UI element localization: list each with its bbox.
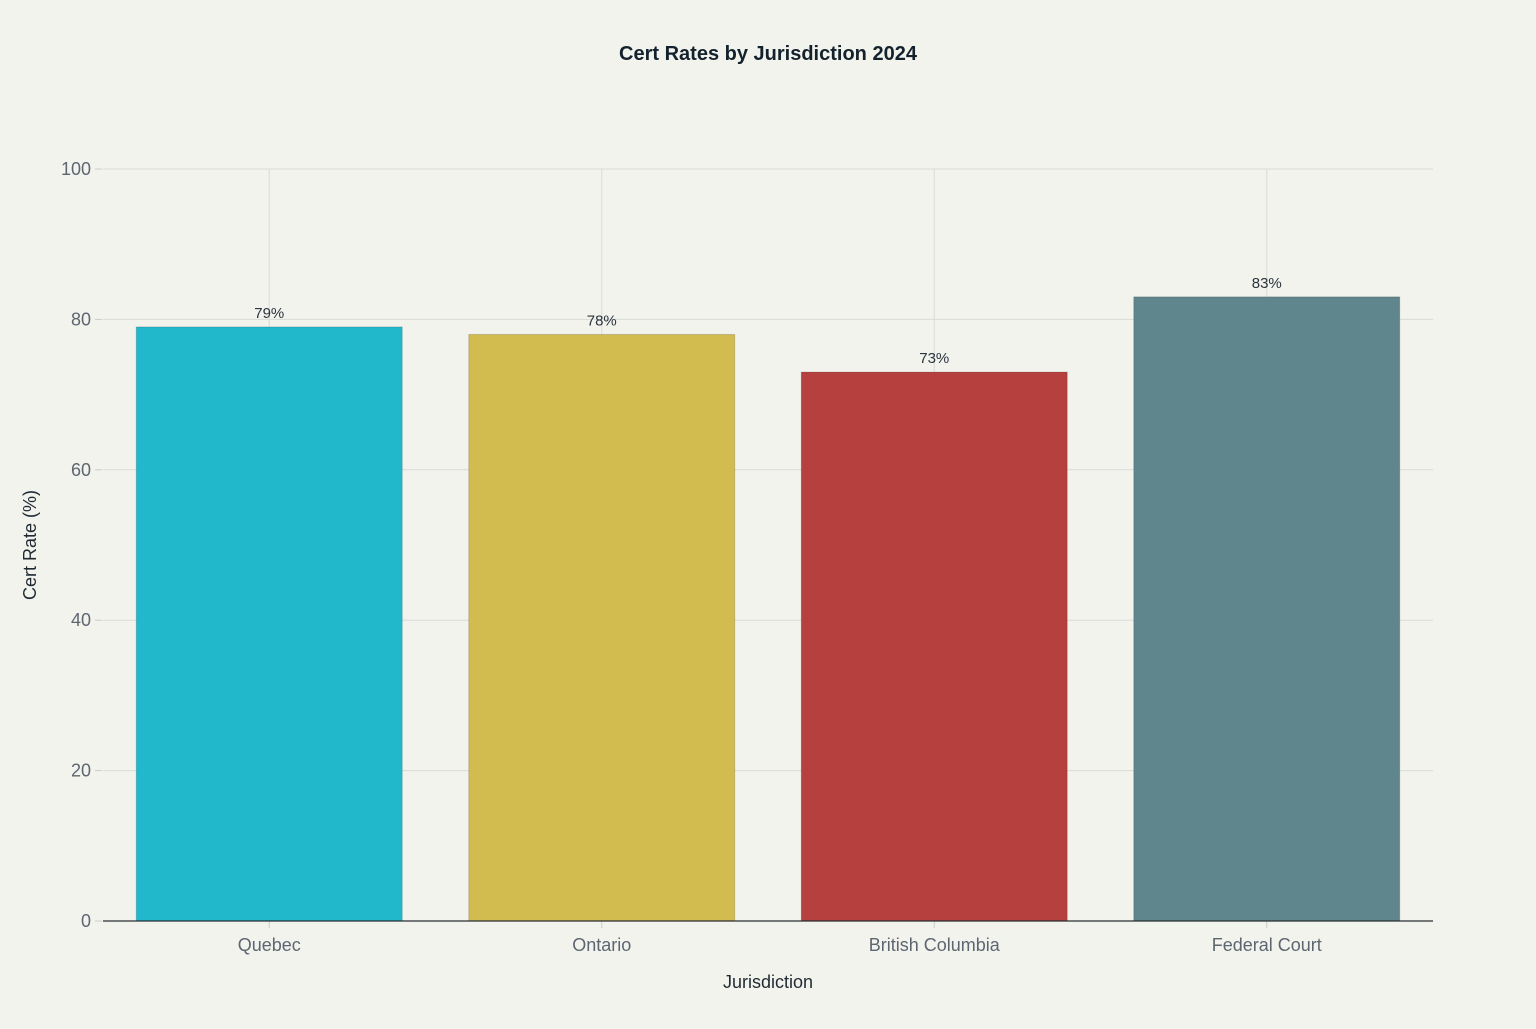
data-labels: 79% 78% 73% 83% — [254, 275, 1282, 367]
bar-federal-court — [1133, 296, 1401, 922]
chart-title: Cert Rates by Jurisdiction 2024 — [619, 43, 918, 65]
y-tick-label: 80 — [71, 309, 91, 329]
y-tick-label: 40 — [71, 610, 91, 630]
y-tick-label: 0 — [81, 911, 91, 931]
bar-british-columbia — [800, 371, 1068, 922]
y-axis-title: Cert Rate (%) — [20, 490, 40, 600]
y-tick-label: 100 — [61, 159, 91, 179]
y-tick-label: 60 — [71, 460, 91, 480]
data-label: 78% — [587, 312, 617, 329]
bar-quebec — [135, 326, 403, 922]
data-label: 83% — [1252, 275, 1282, 292]
x-tick-label: Federal Court — [1212, 935, 1322, 955]
x-tick-label: Ontario — [572, 935, 631, 955]
bars — [135, 296, 1401, 922]
x-tick-label: Quebec — [238, 935, 301, 955]
data-label: 79% — [254, 305, 284, 322]
y-tick-label: 20 — [71, 761, 91, 781]
bar-ontario — [468, 333, 736, 922]
axes: 0 20 40 60 80 100 Quebec Ontario British Columbi… — [61, 159, 1433, 955]
x-axis-title: Jurisdiction — [723, 972, 813, 992]
data-label: 73% — [919, 350, 949, 367]
x-tick-label: British Columbia — [869, 935, 1001, 955]
